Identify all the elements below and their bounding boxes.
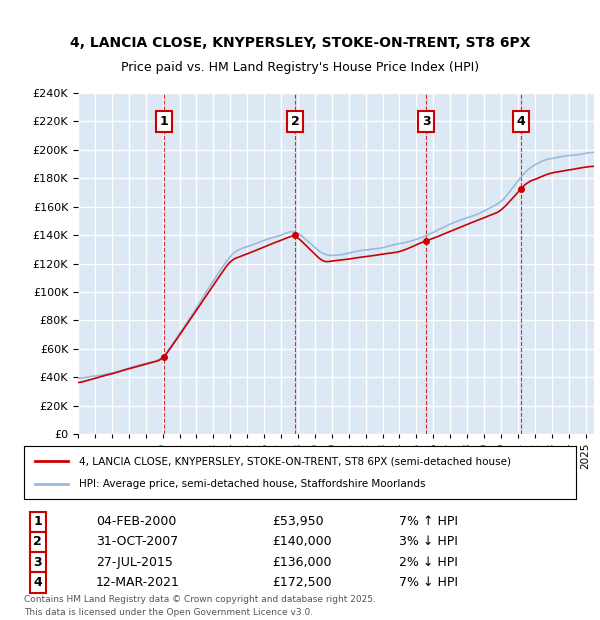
Text: 4: 4 xyxy=(34,576,42,589)
Text: 4, LANCIA CLOSE, KNYPERSLEY, STOKE-ON-TRENT, ST8 6PX (semi-detached house): 4, LANCIA CLOSE, KNYPERSLEY, STOKE-ON-TR… xyxy=(79,456,511,466)
Text: HPI: Average price, semi-detached house, Staffordshire Moorlands: HPI: Average price, semi-detached house,… xyxy=(79,479,426,489)
Text: £172,500: £172,500 xyxy=(272,576,332,589)
Text: £140,000: £140,000 xyxy=(272,536,332,549)
Text: £53,950: £53,950 xyxy=(272,515,324,528)
Text: Price paid vs. HM Land Registry's House Price Index (HPI): Price paid vs. HM Land Registry's House … xyxy=(121,61,479,74)
Text: 31-OCT-2007: 31-OCT-2007 xyxy=(96,536,178,549)
Text: 4, LANCIA CLOSE, KNYPERSLEY, STOKE-ON-TRENT, ST8 6PX: 4, LANCIA CLOSE, KNYPERSLEY, STOKE-ON-TR… xyxy=(70,35,530,50)
Text: 3: 3 xyxy=(34,556,42,569)
Text: 4: 4 xyxy=(517,115,526,128)
Text: 2: 2 xyxy=(290,115,299,128)
Text: 1: 1 xyxy=(34,515,42,528)
Text: 2: 2 xyxy=(34,536,42,549)
Text: 12-MAR-2021: 12-MAR-2021 xyxy=(96,576,179,589)
Text: 7% ↑ HPI: 7% ↑ HPI xyxy=(400,515,458,528)
Text: 7% ↓ HPI: 7% ↓ HPI xyxy=(400,576,458,589)
Text: 04-FEB-2000: 04-FEB-2000 xyxy=(96,515,176,528)
Text: £136,000: £136,000 xyxy=(272,556,332,569)
Text: 3% ↓ HPI: 3% ↓ HPI xyxy=(400,536,458,549)
Text: Contains HM Land Registry data © Crown copyright and database right 2025.
This d: Contains HM Land Registry data © Crown c… xyxy=(24,595,376,617)
Text: 1: 1 xyxy=(160,115,169,128)
Text: 2% ↓ HPI: 2% ↓ HPI xyxy=(400,556,458,569)
Text: 27-JUL-2015: 27-JUL-2015 xyxy=(96,556,173,569)
Text: 3: 3 xyxy=(422,115,430,128)
